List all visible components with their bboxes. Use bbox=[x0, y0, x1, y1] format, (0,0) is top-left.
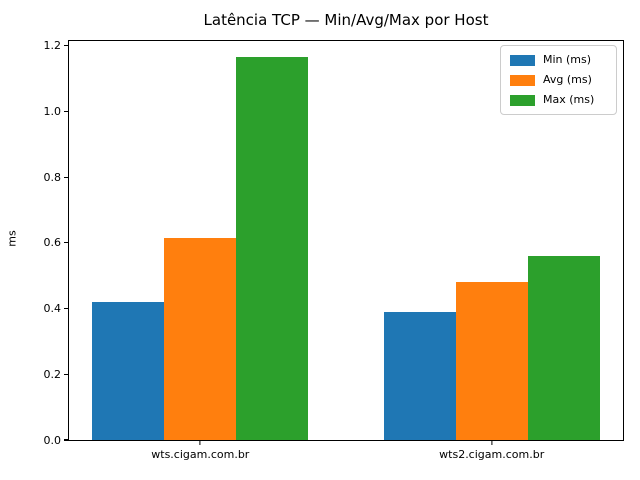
legend-item: Avg (ms) bbox=[510, 74, 606, 86]
y-tick-label: 0.6 bbox=[43, 236, 62, 250]
legend-label: Min (ms) bbox=[543, 53, 592, 66]
bar-avg-wts2.cigam.com.br bbox=[455, 282, 528, 440]
bar-min-wts2.cigam.com.br bbox=[383, 311, 456, 440]
legend-label: Avg (ms) bbox=[543, 73, 592, 86]
x-tick-mark bbox=[199, 441, 201, 445]
y-tick-label: 0.8 bbox=[43, 170, 62, 184]
y-tick-mark bbox=[64, 110, 68, 113]
y-tick-label: 0.0 bbox=[43, 433, 62, 447]
y-tick-mark bbox=[64, 242, 68, 244]
y-tick-mark bbox=[64, 176, 68, 178]
bar-min-wts.cigam.com.br bbox=[92, 302, 165, 440]
plot-area: Min (ms) Avg (ms) Max (ms) 0.0 0.2 0.4 0.6 0.8… bbox=[44, 39, 624, 461]
legend-swatch bbox=[510, 74, 535, 86]
y-axis-label: ms bbox=[5, 230, 19, 247]
y-tick-label: 0.2 bbox=[43, 367, 62, 381]
y-tick-mark bbox=[64, 439, 68, 441]
legend-item: Max (ms) bbox=[510, 94, 606, 106]
y-tick-label: 1.2 bbox=[43, 39, 62, 53]
x-tick-mark bbox=[491, 441, 493, 445]
x-tick-label: wts2.cigam.com.br bbox=[439, 448, 545, 461]
y-tick-mark bbox=[64, 45, 68, 47]
bar-max-wts.cigam.com.br bbox=[236, 57, 309, 440]
y-tick-label: 1.0 bbox=[43, 105, 62, 119]
x-tick-label: wts.cigam.com.br bbox=[151, 448, 250, 461]
legend-swatch bbox=[510, 94, 535, 106]
bar-avg-wts.cigam.com.br bbox=[164, 238, 237, 440]
legend-swatch bbox=[510, 54, 535, 66]
y-tick-label: 0.4 bbox=[43, 302, 62, 316]
chart-title: Latência TCP — Min/Avg/Max por Host bbox=[203, 11, 489, 29]
legend: Min (ms) Avg (ms) Max (ms) bbox=[500, 45, 617, 115]
y-tick-mark bbox=[64, 307, 68, 310]
y-tick-mark bbox=[64, 373, 68, 375]
bar-max-wts2.cigam.com.br bbox=[527, 256, 600, 440]
legend-label: Max (ms) bbox=[543, 93, 595, 106]
legend-item: Min (ms) bbox=[510, 54, 606, 66]
